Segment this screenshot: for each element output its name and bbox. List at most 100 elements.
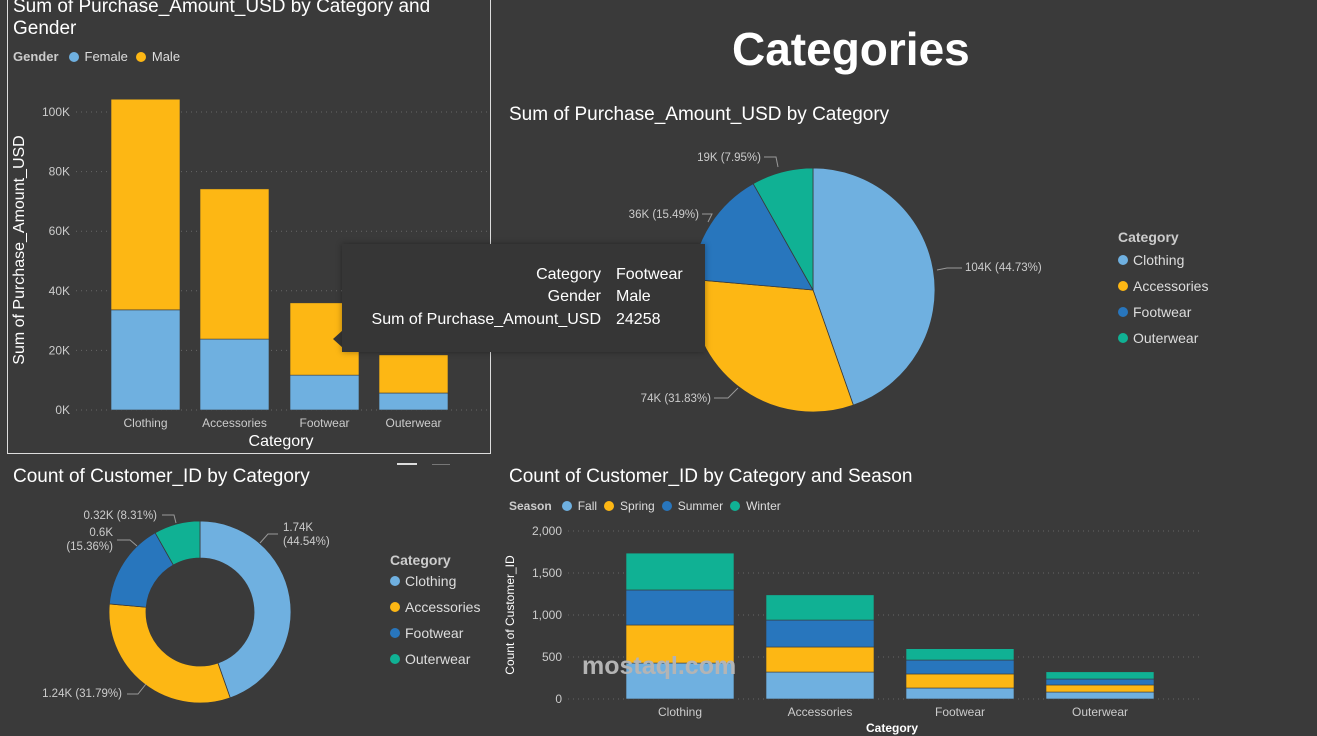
bar-segment-clothing-winter[interactable] <box>625 552 735 591</box>
y-axis-title: Count of Customer_ID <box>503 555 517 675</box>
legend-label: Accessories <box>405 599 481 615</box>
legend-dot-clothing <box>1118 255 1128 265</box>
gender-legend: Gender Female Male <box>13 49 180 64</box>
donut-legend-clothing[interactable]: Clothing <box>390 568 480 594</box>
data-label: 0.32K (8.31%) <box>83 510 157 522</box>
page-indicator[interactable] <box>397 463 417 465</box>
leader-line <box>162 514 177 524</box>
x-tick-label: Footwear <box>935 705 985 719</box>
leader-line <box>702 213 713 223</box>
legend-summer[interactable]: Summer <box>677 499 724 513</box>
legend-male[interactable]: Male <box>151 49 181 64</box>
x-axis-title: Category <box>866 721 918 735</box>
x-tick-label: Accessories <box>788 705 853 719</box>
pie-legend-footwear[interactable]: Footwear <box>1118 299 1208 325</box>
legend-dot-summer <box>661 501 672 511</box>
bar-segment-outerwear-winter[interactable] <box>1045 671 1155 680</box>
y-tick-label: 1,500 <box>532 566 562 580</box>
tooltip-value: 24258 <box>616 311 661 328</box>
leader-line <box>117 539 138 547</box>
tooltip: Category Footwear Gender Male Sum of Purch… <box>342 244 705 352</box>
y-tick-label: 0 <box>555 692 562 706</box>
pie-slice-clothing[interactable] <box>812 167 936 406</box>
donut-slice-footwear[interactable] <box>108 532 174 608</box>
legend-dot-accessories <box>390 602 400 612</box>
pie-chart-title: Sum of Purchase_Amount_USD by Category <box>509 104 890 125</box>
pie-legend: Category Clothing Accessories Footwear O… <box>1118 229 1208 351</box>
pie-legend-accessories[interactable]: Accessories <box>1118 273 1208 299</box>
watermark: mostaql.com <box>582 652 737 680</box>
legend-label: Clothing <box>1133 252 1185 268</box>
legend-dot-clothing <box>390 576 400 586</box>
leader-line <box>127 683 147 695</box>
donut-slice-accessories[interactable] <box>108 603 231 704</box>
donut-slice-outerwear[interactable] <box>154 520 201 566</box>
data-label: 1.74K <box>283 522 313 534</box>
tooltip-label: Category <box>536 266 601 283</box>
data-label: 19K (7.95%) <box>697 152 761 164</box>
legend-dot-spring <box>604 501 615 511</box>
gender-chart-title: Sum of Purchase_Amount_USD by Category a… <box>13 0 431 39</box>
pie-slice-outerwear[interactable] <box>752 167 814 292</box>
y-tick-label: 2,000 <box>532 524 562 538</box>
data-label: 36K (15.49%) <box>629 209 699 221</box>
bar-segment-outerwear-spring[interactable] <box>1045 684 1155 693</box>
leader-line <box>259 533 278 544</box>
donut-legend-footwear[interactable]: Footwear <box>390 620 480 646</box>
bar-segment-outerwear-summer[interactable] <box>1045 678 1155 686</box>
legend-dot-winter <box>730 501 741 511</box>
tooltip-label: Sum of Purchase_Amount_USD <box>371 311 601 328</box>
page-indicator[interactable] <box>432 464 450 465</box>
legend-female[interactable]: Female <box>84 49 128 64</box>
legend-winter[interactable]: Winter <box>746 499 781 513</box>
pie-legend-outerwear[interactable]: Outerwear <box>1118 325 1208 351</box>
bar-segment-footwear-winter[interactable] <box>905 648 1015 661</box>
bar-segment-footwear-fall[interactable] <box>905 687 1015 700</box>
legend-dot-footwear <box>390 628 400 638</box>
legend-fall[interactable]: Fall <box>577 499 598 513</box>
donut-chart-title: Count of Customer_ID by Category <box>13 466 310 487</box>
season-legend-title: Season <box>509 499 552 513</box>
y-tick-label: 1,000 <box>532 608 562 622</box>
bar-segment-outerwear-fall[interactable] <box>1045 691 1155 700</box>
bar-segment-footwear-summer[interactable] <box>905 659 1015 675</box>
donut-slice-clothing[interactable] <box>199 520 292 699</box>
bar-segment-clothing-summer[interactable] <box>625 589 735 626</box>
pie-slice-accessories[interactable] <box>690 278 854 413</box>
legend-label: Clothing <box>405 573 457 589</box>
gender-chart-panel[interactable] <box>7 0 491 454</box>
donut-legend-title: Category <box>390 552 451 568</box>
legend-dot-male <box>135 51 146 62</box>
legend-label: Footwear <box>1133 304 1192 320</box>
legend-dot-accessories <box>1118 281 1128 291</box>
data-label: 74K (31.83%) <box>641 393 711 405</box>
page-title: Categories <box>732 23 970 75</box>
gender-legend-title: Gender <box>13 49 59 64</box>
legend-dot-outerwear <box>1118 333 1128 343</box>
bar-segment-accessories-fall[interactable] <box>765 671 875 700</box>
season-chart-title: Count of Customer_ID by Category and Sea… <box>509 466 913 487</box>
legend-label: Accessories <box>1133 278 1209 294</box>
tooltip-label: Gender <box>547 288 601 305</box>
bar-segment-footwear-spring[interactable] <box>905 673 1015 689</box>
tooltip-value: Footwear <box>616 266 683 283</box>
y-tick-label: 500 <box>542 650 562 664</box>
x-tick-label: Outerwear <box>1072 705 1128 719</box>
bar-segment-accessories-winter[interactable] <box>765 594 875 621</box>
bar-segment-accessories-spring[interactable] <box>765 646 875 673</box>
legend-dot-female <box>68 51 79 62</box>
data-label: 1.24K (31.79%) <box>42 688 122 700</box>
pie-slice-footwear[interactable] <box>691 183 814 291</box>
donut-legend: Category Clothing Accessories Footwear O… <box>390 552 480 672</box>
legend-dot-outerwear <box>390 654 400 664</box>
x-tick-label: Clothing <box>658 705 702 719</box>
donut-legend-outerwear[interactable]: Outerwear <box>390 646 480 672</box>
legend-dot-fall <box>561 501 572 511</box>
donut-legend-accessories[interactable]: Accessories <box>390 594 480 620</box>
legend-spring[interactable]: Spring <box>620 499 655 513</box>
leader-line <box>936 267 962 271</box>
bar-segment-accessories-summer[interactable] <box>765 619 875 648</box>
pie-legend-clothing[interactable]: Clothing <box>1118 247 1208 273</box>
data-label: 104K (44.73%) <box>965 262 1042 274</box>
leader-line <box>714 387 739 399</box>
